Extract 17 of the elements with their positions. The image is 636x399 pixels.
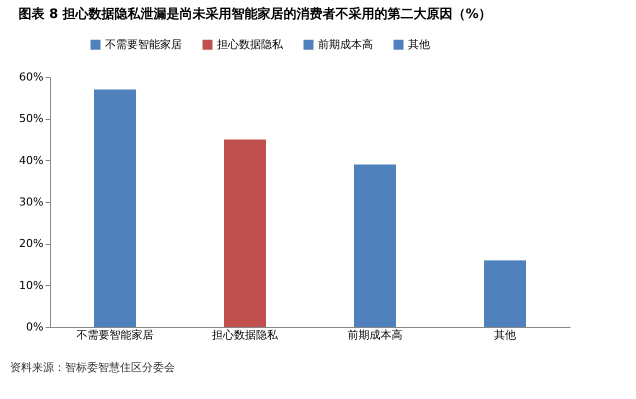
y-tick-label: 30%	[19, 196, 44, 208]
legend-label: 其他	[408, 38, 430, 51]
y-tick-label: 50%	[19, 112, 44, 126]
chart-title: 图表 8 担心数据隐私泄漏是尚未采用智能家居的消费者不采用的第二大原因（%）	[18, 6, 492, 22]
legend-label: 担心数据隐私	[217, 38, 284, 51]
y-tick-label: 40%	[19, 154, 44, 167]
x-tick-label: 不需要智能家居	[76, 328, 154, 342]
legend-label: 前期成本高	[318, 38, 373, 51]
x-tick-label: 其他	[494, 328, 516, 342]
y-tick-label: 20%	[19, 237, 44, 250]
x-tick-label: 担心数据隐私	[212, 328, 279, 342]
x-tick-label: 前期成本高	[348, 328, 402, 342]
text: 资料来源：智标委智慧住区分委会	[10, 361, 175, 374]
y-tick-label: 10%	[19, 278, 44, 292]
y-tick-label: 60%	[19, 70, 44, 84]
y-tick-label: 0%	[26, 320, 44, 334]
legend-label: 不需要智能家居	[105, 38, 182, 51]
